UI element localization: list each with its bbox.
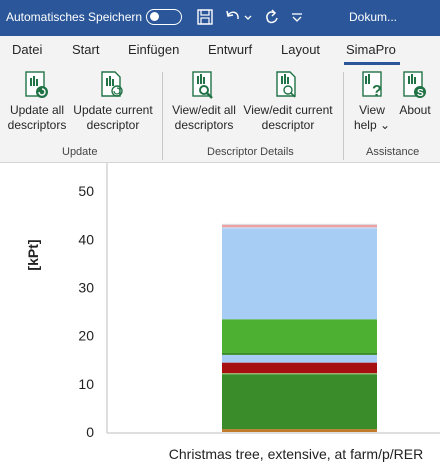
undo-dropdown-icon[interactable]: [243, 8, 253, 26]
tab-layout[interactable]: Layout: [281, 42, 321, 57]
about-icon: S: [403, 71, 426, 99]
toggle-knob: [150, 12, 159, 21]
tab-simapro[interactable]: SimaPro: [346, 42, 396, 57]
bar-segment[interactable]: [222, 373, 377, 375]
group-label-assistance: Assistance: [366, 146, 420, 158]
bar-segment[interactable]: [222, 228, 377, 320]
save-icon[interactable]: [196, 8, 214, 26]
bar-segment[interactable]: [222, 362, 377, 374]
y-tick-label: 10: [78, 376, 94, 392]
bar-segment[interactable]: [222, 354, 377, 363]
document-title: Dokum...: [349, 10, 398, 24]
bar-segment[interactable]: [222, 227, 377, 229]
y-tick-label: 20: [78, 328, 94, 344]
update-current-icon: [101, 71, 123, 97]
view-edit-current-icon: [276, 71, 296, 98]
ribbon: Update all descriptors Update current de…: [0, 66, 440, 163]
tab-entwurf[interactable]: Entwurf: [208, 42, 253, 57]
ribbon-tabs: Datei Start Einfügen Entwurf Layout Sima…: [0, 36, 440, 66]
undo-icon[interactable]: [224, 8, 242, 26]
view-help-line2: help: [353, 118, 377, 132]
bar-segment[interactable]: [222, 429, 377, 432]
update-all-line1: Update all: [9, 103, 65, 117]
view-help-button[interactable]: ? View help ⌄: [350, 70, 394, 133]
group-separator: [343, 72, 344, 160]
bar-stack: [222, 223, 377, 432]
x-category-label: Christmas tree, extensive, at farm/p/RER: [169, 446, 423, 462]
view-edit-all-line1: View/edit all: [172, 103, 236, 117]
view-edit-all-icon: [192, 71, 213, 99]
bar-segment[interactable]: [222, 352, 377, 355]
about-label: About: [399, 103, 431, 117]
update-current-descriptor-button[interactable]: Update current descriptor: [70, 70, 156, 133]
stacked-bar-chart: 0 10 20 30 40 50 [kPt] Christmas tree, extens…: [25, 163, 440, 462]
view-edit-current-descriptor-button[interactable]: View/edit current descriptor: [240, 70, 336, 133]
group-separator: [162, 72, 163, 160]
view-edit-current-line1: View/edit current: [243, 103, 333, 117]
bar-segment[interactable]: [222, 224, 377, 228]
view-edit-all-line2: descriptors: [174, 118, 234, 132]
bar-segment[interactable]: [222, 319, 377, 353]
view-edit-all-descriptors-button[interactable]: View/edit all descriptors: [168, 70, 240, 133]
tab-datei[interactable]: Datei: [12, 42, 43, 57]
help-icon: ?: [362, 71, 382, 100]
svg-text:?: ?: [372, 83, 382, 100]
customize-quick-access-icon[interactable]: [290, 8, 304, 26]
update-all-line2: descriptors: [7, 118, 67, 132]
view-edit-current-line2: descriptor: [261, 118, 315, 132]
tab-einfuegen[interactable]: Einfügen: [128, 42, 180, 57]
y-axis-label: [kPt]: [25, 239, 41, 270]
y-tick-label: 50: [78, 183, 94, 199]
title-bar: Automatisches Speichern Dokum...: [0, 0, 440, 36]
chart-area: 0 10 20 30 40 50 [kPt] Christmas tree, extens…: [0, 163, 440, 466]
redo-icon[interactable]: [262, 8, 280, 26]
group-label-update: Update: [62, 146, 98, 158]
update-all-descriptors-button[interactable]: Update all descriptors: [6, 70, 68, 133]
view-help-line1: View: [359, 103, 385, 117]
bar-segment[interactable]: [222, 374, 377, 430]
active-tab-indicator: [344, 62, 400, 65]
autosave-toggle[interactable]: [146, 9, 182, 25]
autosave-label: Automatisches Speichern: [6, 10, 143, 24]
y-tick-label: 30: [78, 279, 94, 295]
update-current-line1: Update current: [73, 103, 153, 117]
y-tick-label: 40: [78, 231, 94, 247]
group-label-descriptor-details: Descriptor Details: [207, 146, 294, 158]
about-button[interactable]: S About: [396, 70, 434, 118]
y-ticks: 0 10 20 30 40 50: [78, 183, 94, 440]
tab-start[interactable]: Start: [72, 42, 100, 57]
y-tick-label: 0: [86, 424, 94, 440]
svg-text:S: S: [417, 88, 424, 99]
chevron-down-icon: ⌄: [376, 118, 391, 132]
bar-segment[interactable]: [222, 223, 377, 225]
update-current-line2: descriptor: [86, 118, 140, 132]
update-all-icon: [25, 71, 48, 98]
